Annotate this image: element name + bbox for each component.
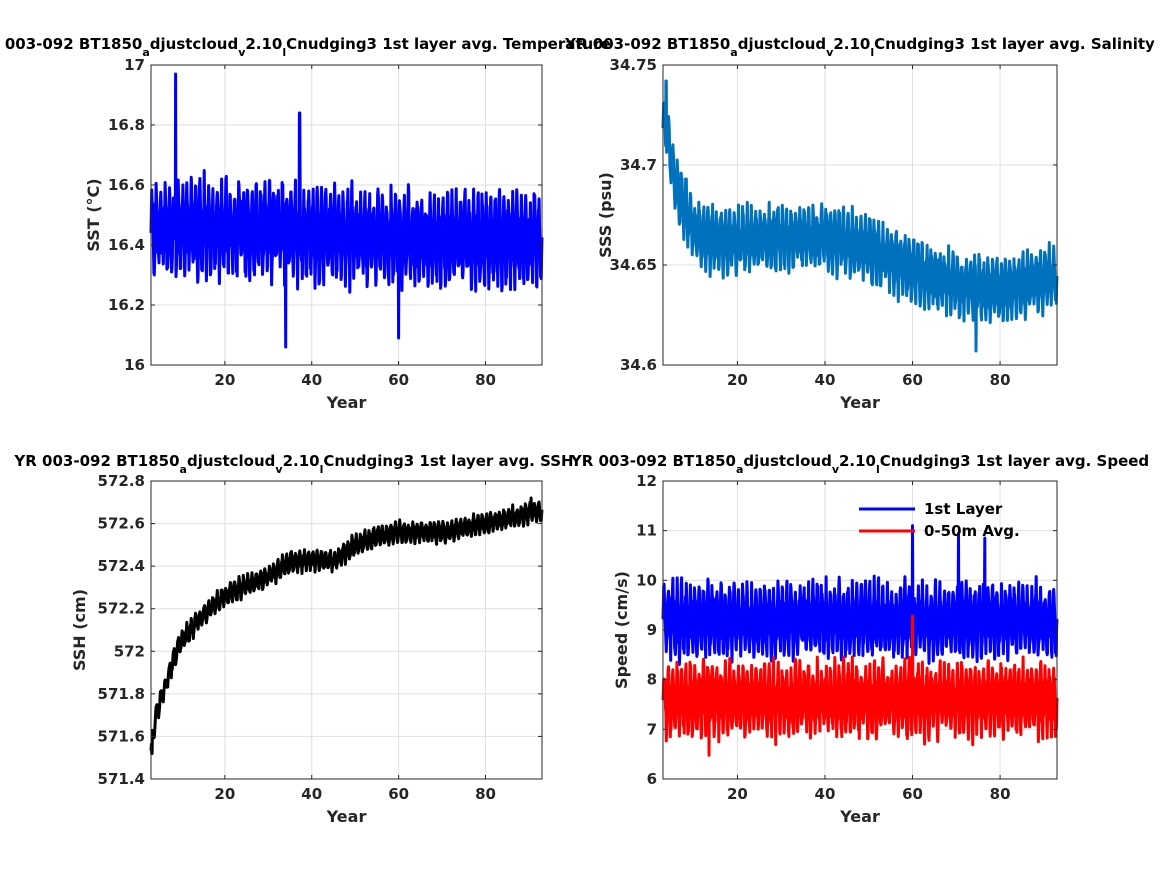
chart-title: YR 003-092 BT1850adjustcloudv2.10lCnudgi…: [13, 452, 573, 476]
chart-title: YR 003-092 BT1850adjustcloudv2.10lCnudgi…: [0, 35, 611, 59]
x-axis-label: Year: [326, 807, 367, 826]
x-tick-label: 40: [301, 785, 322, 803]
x-tick-label: 20: [727, 785, 748, 803]
y-tick-label: 7: [647, 720, 657, 738]
y-tick-label: 16.2: [108, 296, 145, 314]
y-tick-label: 572.4: [98, 557, 145, 575]
x-tick-label: 40: [815, 371, 836, 389]
y-tick-label: 34.65: [610, 256, 657, 274]
y-tick-label: 16.6: [108, 176, 145, 194]
chart-title: YR 003-092 BT1850adjustcloudv2.10lCnudgi…: [570, 452, 1149, 476]
subplot-temperature: 20 40 60 80 16 16.2 16.4 16.6 16.8 17 Year SST (°C): [84, 56, 544, 412]
x-axis-label: Year: [839, 807, 880, 826]
x-tick-label: 60: [388, 371, 409, 389]
x-tick-label: 80: [990, 785, 1011, 803]
y-tick-label: 8: [647, 671, 657, 689]
x-tick-label: 80: [475, 371, 496, 389]
y-tick-label: 571.4: [98, 770, 145, 788]
subplot-ssh: 20 40 60 80 571.4 571.6 571.8 572 572.2 572.4 572.…: [70, 472, 544, 826]
x-tick-label: 20: [727, 371, 748, 389]
y-tick-label: 9: [647, 621, 657, 639]
axes-frame: [662, 64, 1058, 366]
y-tick-label: 17: [124, 56, 145, 74]
axes-frame: [150, 64, 543, 366]
series-line-1: [149, 72, 544, 349]
legend-label: 0-50m Avg.: [924, 522, 1020, 540]
y-tick-label: 34.6: [620, 356, 657, 374]
x-tick-label: 20: [214, 785, 235, 803]
y-tick-label: 571.8: [98, 685, 145, 703]
legend: 1st Layer 0-50m Avg.: [859, 500, 1020, 540]
y-axis-label: Speed (cm/s): [612, 571, 631, 689]
subplot-speed: 20 40 60 80 6 7 8 9 10 11 12 Year Speed (cm/s) 1st La…: [612, 472, 1059, 826]
y-tick-label: 16.4: [108, 236, 145, 254]
y-tick-label: 572.8: [98, 472, 145, 490]
y-tick-label: 572: [114, 642, 145, 660]
y-tick-label: 10: [636, 571, 657, 589]
y-tick-label: 11: [636, 522, 657, 540]
x-tick-label: 40: [301, 371, 322, 389]
y-axis-label: SST (°C): [84, 178, 103, 251]
y-axis-label: SSH (cm): [70, 589, 89, 671]
chart-title: YR 003-092 BT1850adjustcloudv2.10lCnudgi…: [564, 35, 1155, 59]
y-tick-label: 34.75: [610, 56, 657, 74]
x-tick-label: 80: [475, 785, 496, 803]
x-tick-label: 20: [214, 371, 235, 389]
series-line-2: [661, 614, 1059, 757]
y-tick-label: 572.6: [98, 515, 145, 533]
axes-frame: [150, 480, 543, 780]
series-line-1: [661, 524, 1059, 666]
x-tick-label: 60: [902, 371, 923, 389]
series-line-1: [149, 496, 544, 755]
y-tick-label: 6: [647, 770, 657, 788]
subplot-salinity: 20 40 60 80 34.6 34.65 34.7 34.75 Year SSS (psu): [596, 56, 1059, 412]
x-axis-label: Year: [839, 393, 880, 412]
y-tick-label: 16: [124, 356, 145, 374]
y-tick-label: 34.7: [620, 156, 657, 174]
y-tick-label: 16.8: [108, 116, 145, 134]
x-tick-label: 80: [990, 371, 1011, 389]
x-tick-label: 60: [902, 785, 923, 803]
series-line-1: [661, 79, 1059, 353]
x-axis-label: Year: [326, 393, 367, 412]
y-axis-label: SSS (psu): [596, 172, 615, 258]
legend-label: 1st Layer: [924, 500, 1003, 518]
y-tick-label: 12: [636, 472, 657, 490]
x-tick-label: 40: [815, 785, 836, 803]
x-tick-label: 60: [388, 785, 409, 803]
y-tick-label: 572.2: [98, 600, 145, 618]
y-tick-label: 571.6: [98, 727, 145, 745]
